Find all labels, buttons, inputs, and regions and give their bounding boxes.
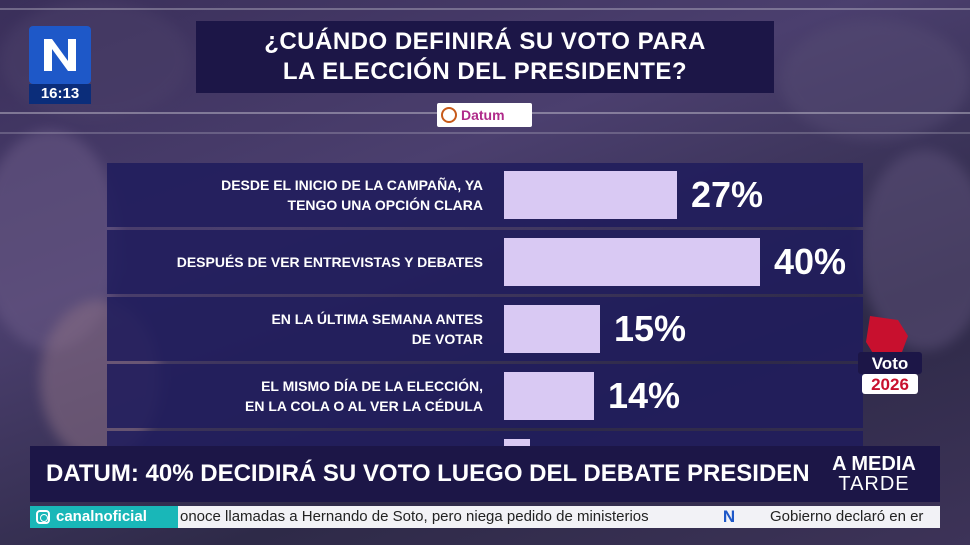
- category-label: DESDE EL INICIO DE LA CAMPAÑA, YA TENGO U…: [107, 163, 487, 227]
- value-label: 14%: [608, 375, 681, 416]
- lower-third-headline: DATUM: 40% DECIDIRÁ SU VOTO LUEGO DEL DE…: [30, 446, 866, 502]
- bar: [504, 171, 677, 219]
- category-label-line: EN LA ÚLTIMA SEMANA ANTES: [271, 311, 483, 327]
- instagram-icon: [36, 510, 50, 524]
- category-label-line: DESDE EL INICIO DE LA CAMPAÑA, YA: [221, 177, 483, 193]
- chart-row: DESPUÉS DE VER ENTREVISTAS Y DEBATES 40%: [107, 230, 863, 294]
- show-logo: A MEDIA TARDE: [808, 446, 940, 502]
- title-line-1: ¿CUÁNDO DEFINIRÁ SU VOTO PARA: [264, 28, 706, 55]
- voto-2026-badge: Voto 2026: [858, 316, 922, 394]
- category-label-line: TENGO UNA OPCIÓN CLARA: [287, 197, 483, 213]
- category-label-line: DESPUÉS DE VER ENTREVISTAS Y DEBATES: [176, 254, 483, 270]
- ticker-text-2: Gobierno declaró en er: [770, 508, 924, 525]
- value-label: 27%: [691, 174, 764, 215]
- badge-line-1: Voto: [872, 354, 909, 373]
- title-line-2: LA ELECCIÓN DEL PRESIDENTE?: [282, 58, 688, 85]
- bar: [504, 238, 760, 286]
- chart-panel: DESDE EL INICIO DE LA CAMPAÑA, YA TENGO U…: [107, 163, 863, 495]
- chart-row: EN LA ÚLTIMA SEMANA ANTES DE VOTAR 15%: [107, 297, 863, 361]
- ipsos-logo-icon: [441, 107, 457, 123]
- handle-text: canalnoficial: [56, 508, 147, 525]
- category-label: EN LA ÚLTIMA SEMANA ANTES DE VOTAR: [107, 297, 487, 361]
- news-ticker: canalnoficial onoce llamadas a Hernando …: [30, 506, 940, 528]
- bar: [504, 372, 594, 420]
- ticker-separator-icon: N: [722, 507, 736, 526]
- category-label-line: EL MISMO DÍA DE LA ELECCIÓN,: [261, 378, 483, 394]
- show-logo-line-2: TARDE: [838, 473, 910, 495]
- category-label-line: EN LA COLA O AL VER LA CÉDULA: [245, 398, 483, 414]
- category-label: DESPUÉS DE VER ENTREVISTAS Y DEBATES: [107, 230, 487, 294]
- badge-line-2: 2026: [871, 375, 909, 394]
- category-label-line: DE VOTAR: [411, 331, 483, 347]
- chart-row: DESDE EL INICIO DE LA CAMPAÑA, YA TENGO U…: [107, 163, 863, 227]
- channel-logo: [29, 26, 91, 84]
- bar: [504, 305, 600, 353]
- chart-row: EL MISMO DÍA DE LA ELECCIÓN, EN LA COLA O…: [107, 364, 863, 428]
- show-logo-line-1: A MEDIA: [832, 453, 916, 475]
- channel-n-icon: [44, 39, 76, 71]
- value-label: 15%: [614, 308, 687, 349]
- datum-logo: Datum: [461, 107, 505, 123]
- value-label: 40%: [774, 241, 847, 282]
- clock: 16:13: [29, 84, 91, 104]
- source-logos: Datum: [437, 103, 532, 127]
- category-label: EL MISMO DÍA DE LA ELECCIÓN, EN LA COLA O…: [107, 364, 487, 428]
- ticker-text-1: onoce llamadas a Hernando de Soto, pero …: [180, 508, 649, 525]
- chart-title: ¿CUÁNDO DEFINIRÁ SU VOTO PARA LA ELECCIÓ…: [196, 21, 774, 93]
- social-handle: canalnoficial: [30, 506, 178, 528]
